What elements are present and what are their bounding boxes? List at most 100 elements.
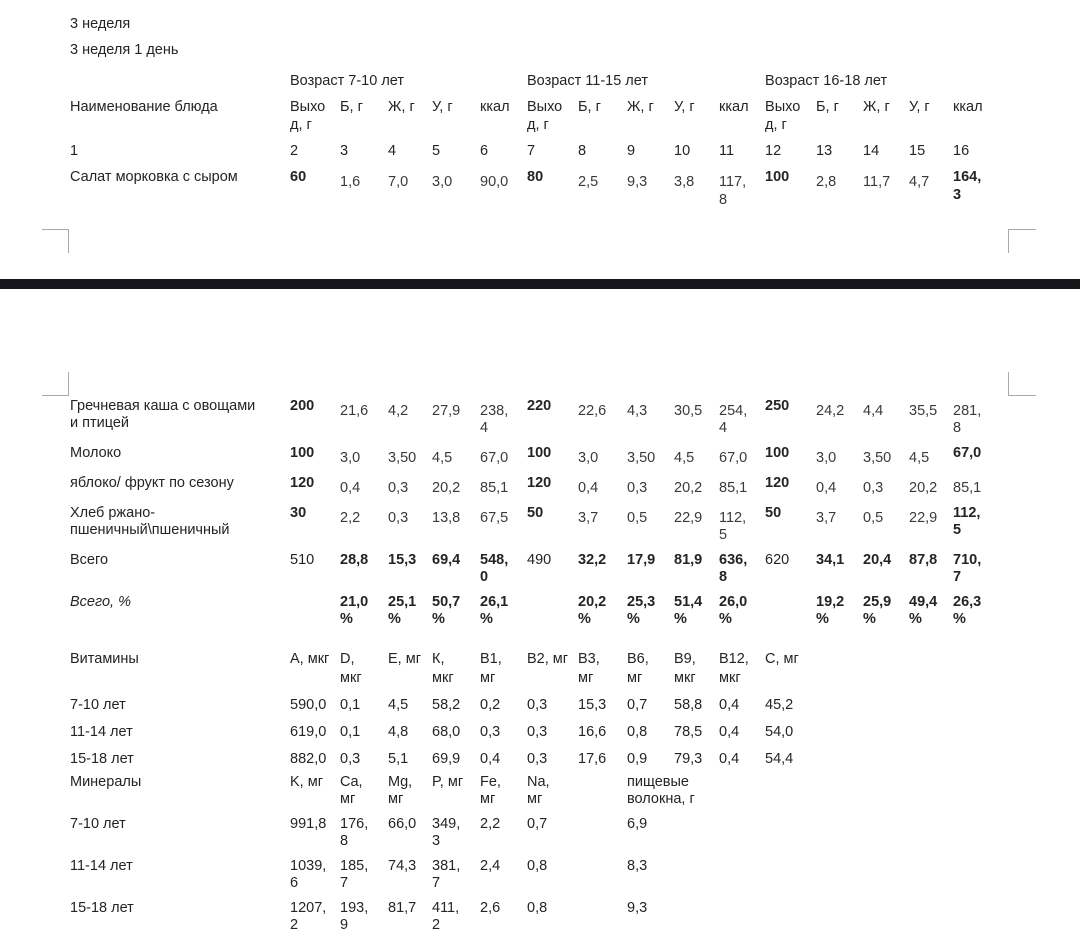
dish-name-header: Наименование блюда <box>70 99 218 115</box>
table-cell: Fe, мг <box>480 774 501 807</box>
table-cell: 619,0 <box>290 724 327 740</box>
table-cell: 27,9 <box>432 403 461 419</box>
table-cell: Б, г <box>340 99 363 115</box>
table-cell: 0,8 <box>627 724 648 740</box>
table-cell: 49,4 % <box>909 594 938 627</box>
table-cell: 4,2 <box>388 403 409 419</box>
table-cell: 25,3 % <box>627 594 656 627</box>
table-cell: 22,6 <box>578 403 607 419</box>
table-cell: 85,1 <box>480 480 509 496</box>
table-cell: 85,1 <box>719 480 748 496</box>
table-cell: 0,1 <box>340 697 361 713</box>
table-cell: 620 <box>765 552 790 568</box>
table-cell: 26,3 % <box>953 594 982 627</box>
table-cell: ккал <box>719 99 749 115</box>
table-cell: 411, 2 <box>432 900 460 933</box>
table-cell: 112, 5 <box>953 505 981 538</box>
table-cell: 81,9 <box>674 552 703 568</box>
table-cell: 54,4 <box>765 751 794 767</box>
table-cell: 0,1 <box>340 724 361 740</box>
table-cell: 4,5 <box>674 450 695 466</box>
table-cell: 32,2 <box>578 552 607 568</box>
column-header-row: Наименование блюда Выхо д, г Б, г Ж, г У, г к… <box>70 90 1010 134</box>
table-cell <box>578 892 627 934</box>
table-cell: В9, мкг <box>674 651 696 686</box>
table-cell: 60 <box>290 169 307 185</box>
menu-page2-table: Гречневая каша с овощами и птицей 200 21,6… <box>70 390 1010 628</box>
table-cell: 17,6 <box>578 751 607 767</box>
table-cell: В3, мг <box>578 651 600 686</box>
table-cell: 0,4 <box>816 480 837 496</box>
table-cell: 7-10 лет <box>70 816 126 832</box>
dish-row: Хлеб ржано- пшеничный\пшеничный 30 2,2 0,3 1… <box>70 497 1010 544</box>
table-cell: 3,8 <box>674 174 695 190</box>
table-cell: 15,3 <box>388 552 417 568</box>
table-cell: 50,7 % <box>432 594 461 627</box>
table-cell: 7 <box>527 143 536 159</box>
table-cell: 0,3 <box>480 724 501 740</box>
table-cell: 13,8 <box>432 510 461 526</box>
week-label: 3 неделя <box>70 16 131 32</box>
table-cell: 710, 7 <box>953 552 982 585</box>
table-cell: 4 <box>388 143 397 159</box>
table-cell: 0,7 <box>527 816 548 832</box>
table-cell: 16 <box>953 143 970 159</box>
table-cell: 0,3 <box>388 510 409 526</box>
table-cell: 17,9 <box>627 552 656 568</box>
minerals-table: Минералы K, мг Ca, мг Mg, мг P, мг Fe, мг Na, … <box>70 766 1010 934</box>
table-cell: 2,2 <box>340 510 361 526</box>
table-cell: 0,3 <box>388 480 409 496</box>
age-group-16-18: Возраст 16-18 лет <box>765 73 888 89</box>
table-cell: 21,6 <box>340 403 369 419</box>
total-row: Всего 510 28,8 15,3 69,4 548, 0 490 32,2 17,9 81,… <box>70 544 1010 586</box>
minerals-row-15-18: 15-18 лет 1207, 2 193, 9 81,7 411, 2 2,6 0,8 9,… <box>70 892 1010 934</box>
table-cell: 349, 3 <box>432 816 461 849</box>
table-cell: 176, 8 <box>340 816 369 849</box>
table-cell: Выхо д, г <box>527 99 563 133</box>
table-cell: 15 <box>909 143 926 159</box>
table-cell: 45,2 <box>765 697 794 713</box>
table-cell: 67,0 <box>953 445 982 461</box>
table-cell: 6 <box>480 143 489 159</box>
table-cell: Б, г <box>816 99 839 115</box>
table-cell: Ж, г <box>863 99 890 115</box>
table-cell: 3,50 <box>863 450 892 466</box>
table-cell: 22,9 <box>909 510 938 526</box>
table-cell: 3,7 <box>816 510 837 526</box>
table-cell <box>70 64 290 90</box>
table-cell: 11,7 <box>863 174 891 190</box>
table-cell: В1, мг <box>480 651 502 686</box>
table-cell <box>578 850 627 892</box>
vitamins-row-7-10: 7-10 лет 590,0 0,1 4,5 58,2 0,2 0,3 15,3 0,7 58,8… <box>70 688 1010 715</box>
table-cell <box>290 586 340 628</box>
table-cell: K, мг <box>290 774 323 790</box>
table-cell: 2,5 <box>578 174 599 190</box>
table-cell <box>527 586 578 628</box>
total-label: Всего <box>70 552 109 568</box>
table-cell: D, мкг <box>340 651 362 686</box>
table-cell: 81,7 <box>388 900 417 916</box>
table-cell: 7,0 <box>388 174 409 190</box>
table-cell: 0,3 <box>340 751 361 767</box>
minerals-header-row: Минералы K, мг Ca, мг Mg, мг P, мг Fe, мг Na, … <box>70 766 1010 808</box>
table-cell: 2,6 <box>480 900 501 916</box>
table-cell: 1 <box>70 143 79 159</box>
table-cell: 87,8 <box>909 552 938 568</box>
table-cell: 0,4 <box>578 480 599 496</box>
table-cell: 3,0 <box>578 450 599 466</box>
text-boundary-mark-top-left <box>42 372 69 396</box>
vitamins-header-row: Витамины А, мкг D, мкг Е, мг К, мкг В1, мг В2,… <box>70 642 1010 688</box>
table-cell: 28,8 <box>340 552 369 568</box>
table-cell: 79,3 <box>674 751 703 767</box>
table-cell: 120 <box>290 475 315 491</box>
table-cell: 25,1 % <box>388 594 417 627</box>
table-cell: 67,0 <box>480 450 509 466</box>
total-percent-row: Всего, % 21,0 % 25,1 % 50,7 % 26,1 % 20,2 % 25… <box>70 586 1010 628</box>
table-cell: 5,1 <box>388 751 409 767</box>
table-cell: 20,2 <box>432 480 461 496</box>
text-boundary-mark-bottom-right <box>1008 229 1036 253</box>
dish-name: Хлеб ржано- пшеничный\пшеничный <box>70 505 230 538</box>
minerals-label: Минералы <box>70 774 142 790</box>
table-cell: 90,0 <box>480 174 509 190</box>
table-cell: 281, 8 <box>953 403 982 436</box>
